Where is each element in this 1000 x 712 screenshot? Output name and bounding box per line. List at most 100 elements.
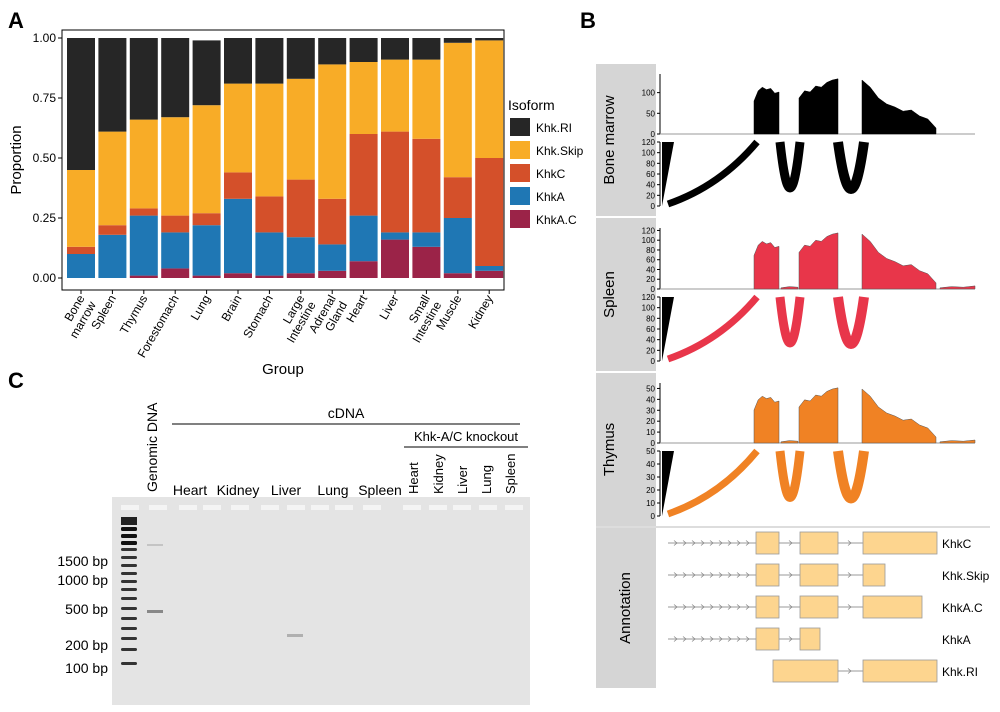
cov-tick-label: 30: [646, 406, 655, 415]
x-axis-label: Group: [262, 361, 304, 378]
coverage-block: [939, 439, 976, 444]
coverage-block: [798, 387, 839, 444]
bar-segment-khka-c: [443, 273, 472, 278]
ladder-band: [121, 534, 137, 538]
junc-tick-label: 60: [646, 170, 655, 179]
junc-tick-label: 40: [646, 460, 655, 469]
gel-well: [149, 505, 167, 510]
stacked-bar-chart: 0.00 0.25 0.50 0.75 1.00 BonemarrowSpleenThy…: [8, 29, 584, 378]
junc-tick-label: 0: [651, 512, 656, 521]
transcript-label: KhkC: [942, 537, 972, 551]
x-tick-label-group: Lung: [188, 293, 213, 323]
bar-segment-khkc: [443, 177, 472, 218]
junc-tick-label: 0: [651, 202, 656, 211]
junc-tick-label: 100: [642, 149, 656, 158]
strand-arrow: [700, 572, 705, 578]
junction-arc: [833, 141, 869, 194]
exon: [799, 627, 821, 651]
strand-arrow: [736, 636, 741, 642]
bar-segment-khk-skip: [255, 83, 284, 197]
exon: [862, 563, 886, 587]
coverage-block: [753, 86, 780, 135]
bar-segment-khka: [475, 266, 504, 271]
strand-arrow: [727, 636, 732, 642]
strand-arrow: [727, 540, 732, 546]
gel-well: [261, 505, 279, 510]
cov-tick-label: 100: [642, 236, 656, 245]
strand-arrow: [847, 668, 852, 674]
x-tick-label: Lung: [188, 293, 213, 323]
strand-arrow: [718, 540, 723, 546]
y-axis-label: Proportion: [8, 125, 25, 194]
knockout-lane-label: Spleen: [503, 454, 518, 494]
gel-well: [363, 505, 381, 510]
cov-tick-label: 0: [651, 130, 656, 139]
bar-segment-khk-ri: [443, 38, 472, 43]
bar-segment-khkc: [286, 179, 315, 238]
bar-segment-khka: [224, 198, 252, 274]
panel-label-a: A: [8, 8, 24, 33]
x-tick-label-group: Brain: [218, 293, 244, 324]
y-tick-label: 0.50: [33, 151, 57, 165]
bar-segment-khka: [255, 232, 284, 276]
ladder-label: 500 bp: [65, 601, 108, 617]
strand-arrow: [691, 540, 696, 546]
knockout-lane-label: Liver: [455, 465, 470, 494]
legend-swatch: [510, 164, 530, 182]
track-label: Thymus: [601, 423, 618, 476]
bar-segment-khka-c: [224, 273, 252, 278]
x-tick-label: Thymus: [117, 293, 150, 337]
bar-segment-khk-ri: [129, 38, 158, 120]
cov-tick-label: 20: [646, 417, 655, 426]
junc-tick-label: 100: [642, 304, 656, 313]
x-tick-label: Brain: [218, 293, 244, 324]
x-tick-label-group: Liver: [376, 293, 401, 323]
coverage-block: [798, 78, 839, 135]
bar-segment-khka: [443, 218, 472, 274]
track-label: Spleen: [601, 271, 618, 318]
bar-segment-khkc: [412, 138, 441, 233]
junction-wedge: [662, 142, 674, 206]
bar-segment-khkc: [318, 198, 347, 245]
x-tick-label: Kidney: [465, 293, 495, 332]
knockout-lane-label: Heart: [406, 462, 421, 494]
strand-arrow: [691, 572, 696, 578]
strand-arrow: [847, 604, 852, 610]
strand-arrow: [847, 540, 852, 546]
legend-swatch: [510, 210, 530, 228]
junction-arc: [833, 296, 869, 349]
cov-tick-label: 50: [646, 109, 655, 118]
gel-well: [479, 505, 497, 510]
plot-frame: [61, 29, 505, 291]
exon: [755, 563, 780, 587]
bar-segment-khkc: [129, 208, 158, 216]
exon: [862, 531, 938, 555]
bar-segment-khka-c: [129, 275, 158, 278]
gel-panel: Genomic DNA cDNA Khk-A/C knockout 1500 b…: [57, 402, 530, 705]
exon: [755, 627, 780, 651]
x-tick-label: Stomach: [240, 293, 276, 341]
gel-well: [311, 505, 329, 510]
ladder-band: [121, 517, 137, 525]
bar-segment-khk-skip: [67, 170, 95, 247]
junction-arc: [666, 448, 760, 518]
bar-segment-khk-ri: [224, 38, 252, 84]
junction-arc: [775, 450, 805, 502]
ladder-band: [121, 662, 137, 665]
y-axis-ticks: 0.00 0.25 0.50 0.75 1.00: [33, 31, 62, 285]
gel-well: [203, 505, 221, 510]
gel-well: [287, 505, 305, 510]
track-strip: [596, 373, 656, 526]
cov-tick-label: 120: [642, 226, 656, 235]
exon: [772, 659, 839, 683]
sample-band: [147, 544, 163, 546]
bar-segment-khk-ri: [318, 38, 347, 65]
legend-swatch: [510, 141, 530, 159]
junc-tick-label: 40: [646, 181, 655, 190]
strand-arrow: [788, 572, 793, 578]
ladder-band: [121, 527, 137, 531]
exon: [862, 595, 923, 619]
bar-segment-khkc: [349, 134, 378, 216]
